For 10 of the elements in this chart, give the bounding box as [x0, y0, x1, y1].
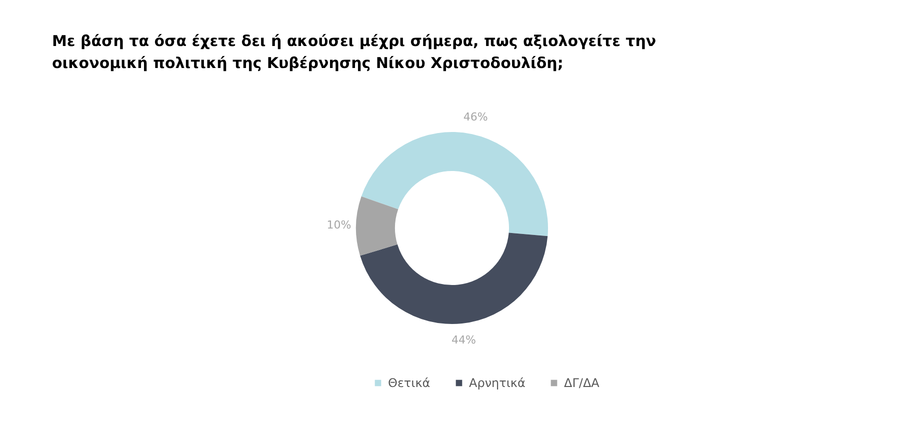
donut-slice	[361, 132, 548, 236]
donut-slice	[360, 232, 548, 324]
donut-slice	[356, 196, 398, 256]
data-label: 46%	[463, 110, 488, 124]
legend-label: Θετικά	[388, 376, 430, 390]
data-label: 44%	[452, 333, 476, 346]
data-label: 10%	[326, 218, 352, 232]
legend-label: ΔΓ/ΔΑ	[564, 376, 600, 390]
legend-label: Αρνητικά	[469, 376, 526, 390]
chart-title: Με βάση τα όσα έχετε δει ή ακούσει μέχρι σήμερα, πως αξιολογείτε την οικονομική πολιτική της Κυβέρνησης Νίκου Χριστοδουλίδη;	[52, 32, 656, 72]
